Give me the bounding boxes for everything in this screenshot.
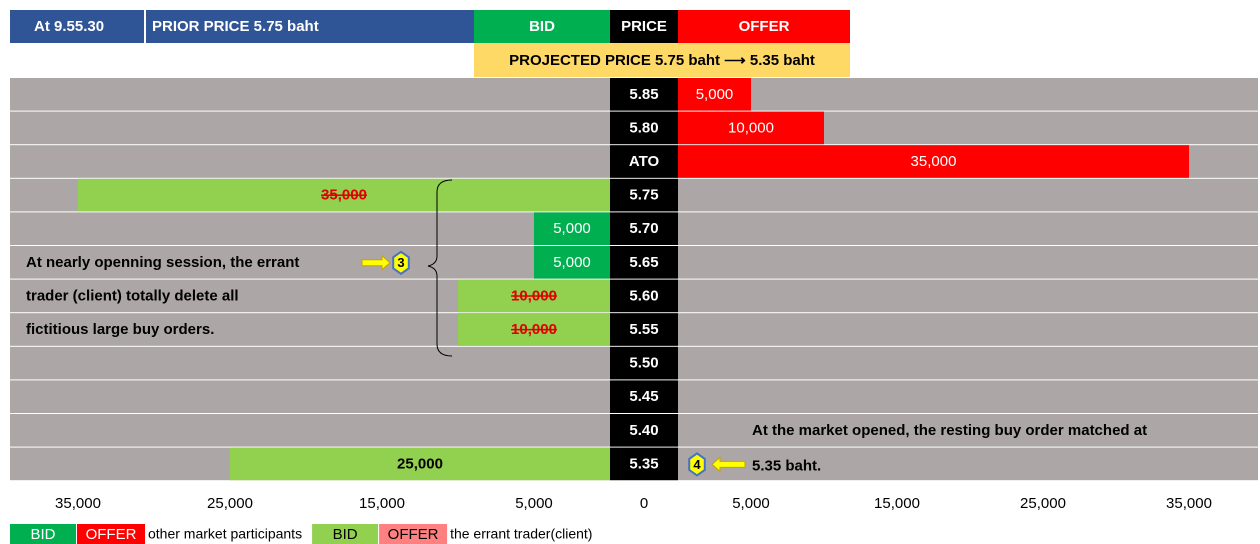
offer-header-bg [678, 10, 850, 43]
bar-label: 10,000 [728, 119, 774, 136]
bar-label: 25,000 [397, 455, 443, 472]
bar-label: 5,000 [553, 220, 591, 237]
bracket [427, 179, 453, 357]
marker [392, 250, 410, 276]
bar [534, 212, 610, 245]
annotation: trader (client) totally delete all [26, 287, 239, 304]
legend-label: OFFER [86, 526, 137, 543]
price-label: 5.70 [629, 220, 658, 237]
bar-label: 10,000 [511, 321, 557, 338]
annotation: At the market opened, the resting buy or… [752, 422, 1147, 439]
annotation: At nearly openning session, the errant [26, 254, 299, 271]
x-tick-label: 5,000 [732, 495, 770, 512]
time: At 9.55.30 [34, 18, 104, 35]
bar-label: 35,000 [321, 187, 367, 204]
price-label: ATO [629, 153, 660, 170]
x-tick-label: 0 [640, 495, 648, 512]
price-cell [610, 246, 678, 279]
price-label: 5.60 [629, 287, 658, 304]
price-label: 5.80 [629, 119, 658, 136]
legend-label: BID [30, 526, 55, 543]
bar-label: 10,000 [511, 287, 557, 304]
x-tick-label: 5,000 [515, 495, 553, 512]
bar [678, 111, 824, 145]
legend-swatch [312, 524, 379, 544]
bar [78, 178, 610, 212]
bar-label: 35,000 [911, 153, 957, 170]
price-cell [610, 279, 678, 313]
legend-label: OFFER [388, 526, 439, 543]
arrow [361, 254, 391, 271]
price-cell [610, 346, 678, 380]
price-label: 5.75 [629, 187, 658, 204]
price-label: 5.85 [629, 86, 658, 103]
bar [458, 279, 610, 313]
price-cell [610, 447, 678, 481]
marker-label: 4 [693, 457, 701, 472]
x-tick-label: 15,000 [359, 495, 405, 512]
marker [688, 452, 706, 477]
legend-swatch [77, 524, 145, 544]
price-cell [610, 212, 678, 245]
x-tick-label: 25,000 [207, 495, 253, 512]
price-label: 5.45 [629, 388, 658, 405]
annotation: 5.35 baht. [752, 457, 821, 474]
projected-bg [474, 43, 850, 77]
header-bg [10, 10, 474, 43]
bar [678, 78, 751, 111]
bar [458, 313, 610, 346]
price-header-bg [610, 10, 678, 43]
price-label: 5.35 [629, 455, 658, 472]
marker-label: 3 [397, 255, 404, 270]
bar [534, 246, 610, 279]
legend-text: other market participants [148, 526, 302, 542]
x-tick-label: 35,000 [55, 495, 101, 512]
price-cell [610, 178, 678, 212]
x-tick-label: 15,000 [874, 495, 920, 512]
price-cell [610, 380, 678, 413]
bar [678, 145, 1189, 178]
price-label: 5.40 [629, 422, 658, 439]
price-label: 5.65 [629, 254, 658, 271]
prior-price: PRIOR PRICE 5.75 baht [152, 18, 319, 35]
price-header: PRICE [621, 18, 667, 35]
price-cell [610, 78, 678, 111]
legend-text: the errant trader(client) [450, 526, 592, 542]
x-tick-label: 25,000 [1020, 495, 1066, 512]
price-cell [610, 313, 678, 346]
legend-swatch [379, 524, 448, 544]
offer-header: OFFER [739, 18, 790, 35]
price-label: 5.55 [629, 321, 658, 338]
annotation: fictitious large buy orders. [26, 321, 214, 338]
projected-price: PROJECTED PRICE 5.75 baht ⟶ 5.35 baht [509, 52, 815, 69]
price-cell [610, 414, 678, 447]
x-tick-label: 35,000 [1166, 495, 1212, 512]
bar-label: 5,000 [553, 254, 591, 271]
bid-header-bg [474, 10, 610, 43]
legend-label: BID [333, 526, 358, 543]
price-cell [610, 111, 678, 145]
bar [230, 447, 610, 481]
arrow [711, 456, 746, 473]
bid-header: BID [529, 18, 555, 35]
bar-label: 5,000 [696, 86, 734, 103]
legend-swatch [10, 524, 76, 544]
price-label: 5.50 [629, 355, 658, 372]
price-cell [610, 145, 678, 178]
